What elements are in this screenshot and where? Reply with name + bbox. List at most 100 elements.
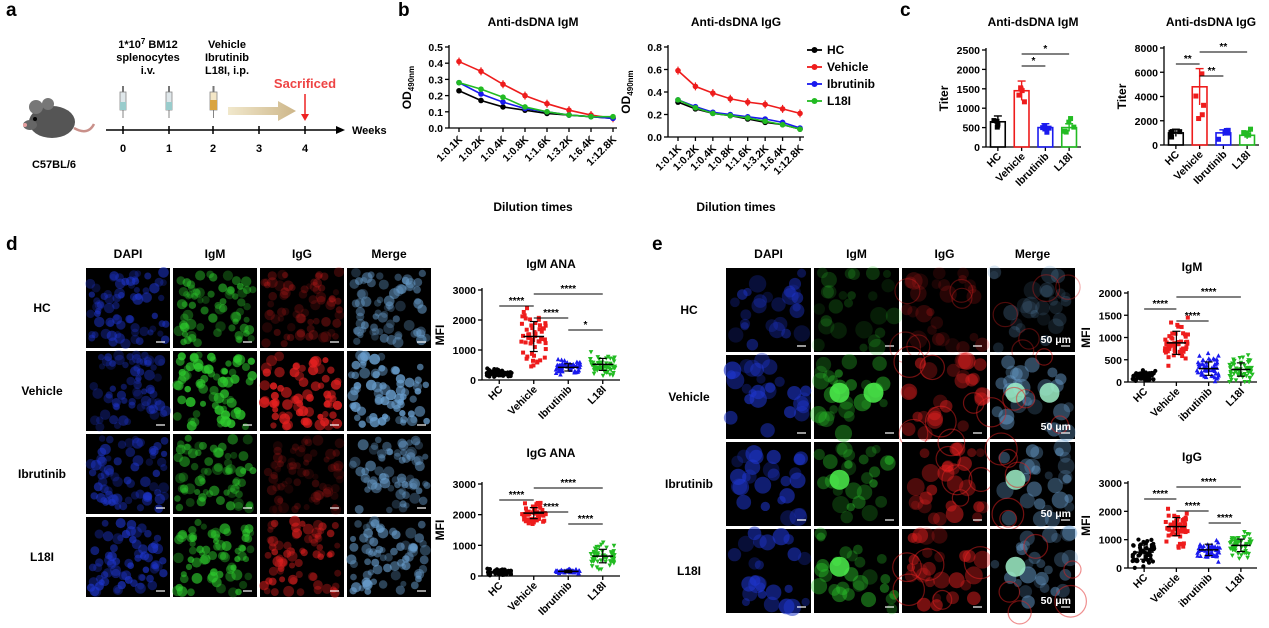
tubule-outline [924, 405, 957, 438]
cell [177, 484, 187, 493]
cell [814, 527, 827, 540]
data-point [1233, 538, 1238, 543]
mouse-icon [23, 98, 96, 138]
cell [173, 552, 184, 564]
data-point [1166, 363, 1171, 368]
cell [1055, 373, 1067, 385]
cell [134, 582, 146, 594]
data-point [526, 521, 531, 526]
tubule-outline [1054, 584, 1087, 618]
data-point [531, 337, 536, 342]
y-tick-label: 0.8 [647, 42, 662, 54]
syringe-icon-week0 [119, 86, 127, 118]
tubule-outline [894, 278, 921, 305]
cell [1024, 558, 1034, 569]
cell [277, 460, 284, 468]
cell [765, 319, 779, 332]
cell [141, 388, 148, 395]
cell [391, 499, 401, 509]
cell [179, 484, 189, 493]
microscopy-tile-ibrutinib-igg [902, 428, 994, 526]
y-tick-label: 1000 [1099, 333, 1123, 345]
cell [306, 394, 314, 402]
cell [277, 315, 284, 322]
cell [309, 449, 318, 457]
cell [185, 397, 196, 408]
cell [204, 467, 212, 476]
cell [1019, 540, 1031, 551]
cell [392, 315, 400, 323]
cell [1047, 477, 1063, 494]
cell [957, 420, 969, 432]
cell [148, 445, 159, 456]
data-point [1245, 359, 1251, 365]
cell [130, 526, 142, 538]
legend-label-vehicle: Vehicle [827, 60, 869, 74]
cell [974, 392, 989, 406]
cell [875, 495, 888, 508]
data-point [1132, 565, 1137, 570]
microscopy-tile-vehicle-dapi [86, 350, 171, 432]
microscopy-tile-vehicle-igm [809, 354, 899, 442]
data-point [1247, 375, 1253, 381]
cell [811, 338, 825, 352]
cell [207, 529, 217, 539]
cell [376, 328, 384, 336]
cell [208, 273, 218, 282]
data-point [598, 567, 604, 572]
cell [315, 291, 327, 303]
cell [368, 444, 379, 455]
data-point [1214, 360, 1220, 365]
cell [332, 449, 341, 457]
chart-b-igm: Anti-dsDNA IgM0.00.10.20.30.40.5OD490nm1… [400, 15, 619, 214]
cell [1005, 365, 1019, 379]
cell [194, 287, 205, 298]
significance-label: **** [1217, 513, 1233, 524]
cell [142, 566, 150, 574]
cell [789, 472, 806, 489]
data-point [1181, 544, 1186, 549]
cell [103, 497, 112, 505]
cell [854, 556, 866, 568]
data-point [590, 364, 596, 369]
data-point [594, 547, 600, 553]
data-point [603, 361, 609, 366]
cell [219, 523, 231, 535]
data-point [1184, 345, 1189, 350]
cell [143, 355, 155, 366]
y-axis-label: MFI [1079, 515, 1093, 536]
cell [382, 441, 392, 452]
data-point [1215, 540, 1221, 545]
cell [800, 385, 812, 397]
cell [175, 444, 186, 455]
cell [258, 397, 270, 408]
cell [281, 307, 290, 316]
cell [318, 522, 327, 531]
cell [1024, 357, 1040, 373]
cell [389, 561, 400, 572]
cell [409, 478, 421, 490]
cell [973, 550, 992, 569]
cell [243, 316, 250, 323]
microscopy-tile-l18i-igm [810, 527, 899, 615]
data-point [779, 106, 786, 112]
cell [160, 335, 170, 344]
data-point [1199, 112, 1205, 118]
cell [287, 574, 298, 585]
data-point [1241, 534, 1247, 540]
data-point [612, 553, 617, 558]
data-point [525, 306, 530, 311]
cell [393, 449, 402, 457]
cell [958, 352, 976, 370]
data-point [1229, 374, 1234, 380]
cell [228, 324, 236, 332]
cell [376, 296, 384, 304]
cell [270, 588, 279, 596]
cell [237, 298, 246, 307]
cell [234, 547, 241, 555]
data-point [1181, 541, 1186, 546]
tubule-outline [892, 573, 926, 607]
cell [264, 309, 275, 321]
cell [323, 486, 334, 498]
chart-title: IgM [1182, 260, 1203, 274]
